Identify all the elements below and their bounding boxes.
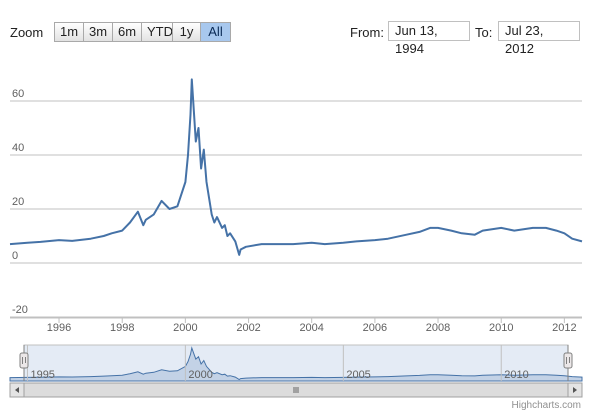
navigator-left-handle[interactable] [19,345,29,381]
x-tick-label-2000: 2000 [173,322,197,334]
navigator-tick-label-2010: 2010 [504,369,528,381]
navigator-tick-label-1995: 1995 [30,369,54,381]
to-label: To: [475,25,493,40]
y-tick-label-20: 20 [12,196,24,208]
x-axis-labels: 1996 1998 2000 2002 2004 2006 2008 2010 2012 [47,318,577,334]
from-label: From: [350,25,384,40]
arrow-left-icon [15,387,19,393]
y-tick-label-0: 0 [12,250,18,262]
navigator-handle-grip[interactable] [19,352,29,369]
y-tick-label-60: 60 [12,88,24,100]
navigator-tick-label-2000: 2000 [188,369,212,381]
zoom-all-button[interactable]: All [200,22,231,42]
zoom-1y-button[interactable]: 1y [172,22,201,42]
navigator-right-handle[interactable] [563,345,573,381]
scrollbar-right-arrow-button[interactable] [567,382,583,398]
zoom-label: Zoom [10,25,44,40]
scrollbar-grip-icon [293,387,299,393]
from-date-input[interactable]: Jun 13, 1994 [388,21,470,56]
navigator-tick-label-2005: 2005 [346,369,370,381]
zoom-button-group: 1m 3m 6m YTD 1y All [54,22,231,42]
scrollbar[interactable] [9,382,583,398]
price-series-line [9,78,583,256]
navigator-handle-grip[interactable] [563,352,573,369]
y-axis-labels: -20 0 20 40 60 [12,88,28,316]
arrow-right-icon [573,387,577,393]
x-tick-label-2008: 2008 [426,322,450,334]
grid-lines [10,100,582,318]
zoom-ytd-button[interactable]: YTD [141,22,173,42]
x-tick-label-2010: 2010 [489,322,513,334]
x-tick-label-1996: 1996 [47,322,71,334]
zoom-6m-button[interactable]: 6m [112,22,142,42]
x-tick-label-2002: 2002 [236,322,260,334]
x-tick-label-2012: 2012 [552,322,576,334]
y-tick-label--20: -20 [12,304,28,316]
x-tick-label-1998: 1998 [110,322,134,334]
y-tick-label-40: 40 [12,142,24,154]
credits-label[interactable]: Highcharts.com [512,400,581,411]
x-tick-label-2006: 2006 [363,322,387,334]
navigator-axis-labels: 1995 2000 2005 2010 [30,369,528,381]
to-date-input[interactable]: Jul 23, 2012 [498,21,580,56]
zoom-1m-button[interactable]: 1m [54,22,84,42]
scrollbar-left-arrow-button[interactable] [9,382,25,398]
x-tick-label-2004: 2004 [299,322,323,334]
navigator-series-area [9,346,583,382]
navigator[interactable]: 1995 2000 2005 2010 [9,344,583,382]
